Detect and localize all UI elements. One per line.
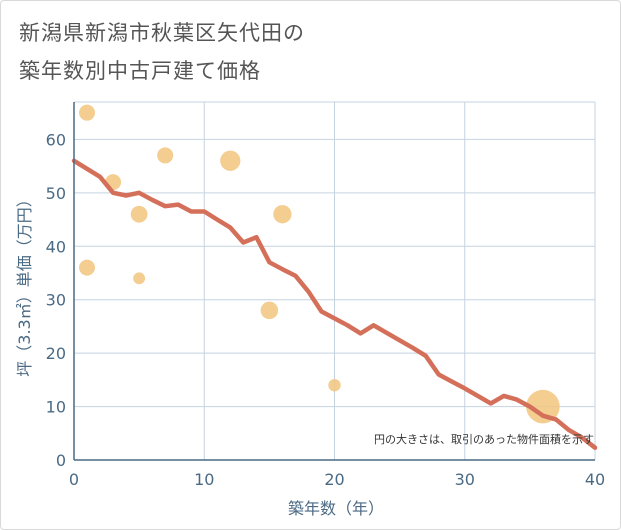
x-tick-label-40: 40 — [585, 470, 605, 489]
scatter-point-0 — [79, 104, 96, 121]
y-tick-label-0: 0 — [56, 451, 66, 470]
size-note: 円の大きさは、取引のあった物件面積を示す — [374, 432, 594, 446]
scatter-point-7 — [260, 301, 279, 320]
scatter-point-3 — [130, 205, 148, 223]
x-tick-label-0: 0 — [69, 470, 79, 489]
scatter-point-6 — [220, 150, 241, 171]
x-axis-label: 築年数（年） — [288, 499, 384, 518]
scatter-point-10 — [526, 389, 560, 424]
x-tick-label-10: 10 — [194, 470, 214, 489]
scatter-point-4 — [133, 272, 146, 285]
y-tick-label-20: 20 — [46, 344, 66, 363]
y-axis-label: 坪（3.3㎡）単価（万円） — [15, 191, 34, 376]
y-tick-label-50: 50 — [46, 184, 66, 203]
trend-line — [71, 158, 598, 450]
scatter-point-9 — [328, 378, 341, 392]
scatter-point-8 — [273, 205, 292, 224]
x-tick-label-20: 20 — [324, 470, 344, 489]
y-tick-label-30: 30 — [46, 291, 66, 310]
scatter-point-5 — [157, 147, 174, 164]
scatter-point-1 — [79, 259, 96, 276]
y-tick-label-10: 10 — [46, 398, 66, 417]
y-tick-label-40: 40 — [46, 237, 66, 256]
y-tick-label-60: 60 — [46, 130, 66, 149]
chart-title-line1: 新潟県新潟市秋葉区矢代田の — [19, 21, 305, 45]
x-tick-label-30: 30 — [455, 470, 475, 489]
chart-title-line2: 築年数別中古戸建て価格 — [19, 59, 261, 83]
